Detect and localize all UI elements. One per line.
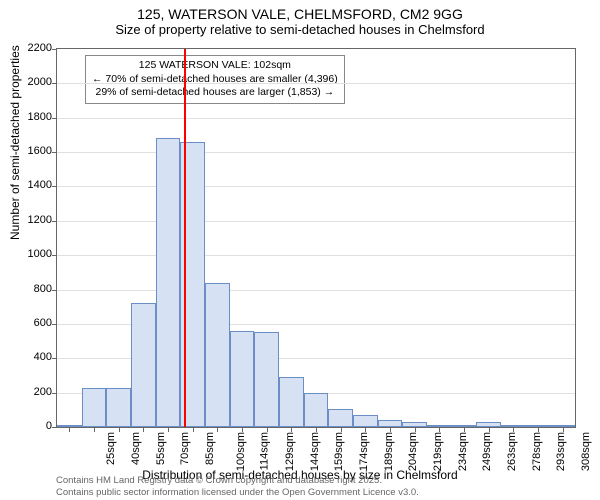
footer-attribution: Contains HM Land Registry data © Crown c… xyxy=(56,475,419,498)
xtick-label: 40sqm xyxy=(130,432,142,465)
xtick-label: 144sqm xyxy=(309,432,321,471)
gridline xyxy=(57,255,575,256)
histogram-bar xyxy=(230,331,255,427)
xtick-label: 249sqm xyxy=(481,432,493,471)
ytick-mark xyxy=(52,427,57,428)
ytick-label: 600 xyxy=(12,317,52,329)
ytick-label: 1400 xyxy=(12,179,52,191)
histogram-bar xyxy=(131,303,156,427)
xtick-mark xyxy=(119,427,120,432)
histogram-bar xyxy=(205,283,230,427)
histogram-bar xyxy=(279,377,304,427)
histogram-bar xyxy=(353,415,378,427)
xtick-mark xyxy=(69,427,70,432)
histogram-bar xyxy=(378,420,403,427)
gridline xyxy=(57,118,575,119)
ytick-label: 200 xyxy=(12,386,52,398)
gridline xyxy=(57,83,575,84)
chart-subtitle: Size of property relative to semi-detach… xyxy=(0,22,600,41)
marker-line xyxy=(184,49,186,427)
xtick-label: 219sqm xyxy=(432,432,444,471)
ytick-label: 1000 xyxy=(12,248,52,260)
xtick-label: 159sqm xyxy=(333,432,345,471)
xtick-label: 278sqm xyxy=(531,432,543,471)
xtick-label: 85sqm xyxy=(204,432,216,465)
chart-container: 125, WATERSON VALE, CHELMSFORD, CM2 9GG … xyxy=(0,0,600,500)
xtick-label: 189sqm xyxy=(383,432,395,471)
xtick-label: 174sqm xyxy=(358,432,370,471)
histogram-bar xyxy=(304,393,329,427)
xtick-mark xyxy=(168,427,169,432)
xtick-label: 308sqm xyxy=(580,432,592,471)
footer-line1: Contains HM Land Registry data © Crown c… xyxy=(56,475,419,486)
xtick-mark xyxy=(143,427,144,432)
plot-area: 125 WATERSON VALE: 102sqm ← 70% of semi-… xyxy=(56,48,576,428)
xtick-mark xyxy=(217,427,218,432)
xtick-label: 70sqm xyxy=(179,432,191,465)
histogram-bar xyxy=(254,332,279,427)
ytick-mark xyxy=(52,393,57,394)
ytick-mark xyxy=(52,290,57,291)
ytick-mark xyxy=(52,83,57,84)
xtick-mark xyxy=(193,427,194,432)
gridline xyxy=(57,186,575,187)
xtick-label: 263sqm xyxy=(506,432,518,471)
ytick-label: 0 xyxy=(12,420,52,432)
ytick-mark xyxy=(52,186,57,187)
ytick-mark xyxy=(52,152,57,153)
xtick-label: 293sqm xyxy=(555,432,567,471)
xtick-mark xyxy=(94,427,95,432)
ytick-label: 1600 xyxy=(12,145,52,157)
histogram-bar xyxy=(82,388,107,427)
ytick-mark xyxy=(52,221,57,222)
ytick-label: 400 xyxy=(12,351,52,363)
ytick-label: 1200 xyxy=(12,214,52,226)
ytick-mark xyxy=(52,49,57,50)
xtick-label: 100sqm xyxy=(235,432,247,471)
histogram-bar xyxy=(106,388,131,427)
xtick-label: 204sqm xyxy=(407,432,419,471)
xtick-label: 25sqm xyxy=(105,432,117,465)
annotation-line3: 29% of semi-detached houses are larger (… xyxy=(92,86,338,100)
histogram-bar xyxy=(156,138,181,427)
xtick-label: 114sqm xyxy=(259,432,271,470)
gridline xyxy=(57,290,575,291)
ytick-mark xyxy=(52,118,57,119)
ytick-label: 1800 xyxy=(12,111,52,123)
chart-title: 125, WATERSON VALE, CHELMSFORD, CM2 9GG xyxy=(0,0,600,22)
xtick-label: 55sqm xyxy=(155,432,167,465)
footer-line2: Contains public sector information licen… xyxy=(56,487,419,498)
ytick-mark xyxy=(52,255,57,256)
xtick-label: 234sqm xyxy=(457,432,469,471)
y-axis-label: Number of semi-detached properties xyxy=(8,45,22,240)
annotation-box: 125 WATERSON VALE: 102sqm ← 70% of semi-… xyxy=(85,55,345,104)
ytick-label: 2200 xyxy=(12,42,52,54)
annotation-line1: 125 WATERSON VALE: 102sqm xyxy=(92,59,338,73)
ytick-mark xyxy=(52,324,57,325)
ytick-label: 2000 xyxy=(12,76,52,88)
ytick-mark xyxy=(52,358,57,359)
xtick-label: 129sqm xyxy=(284,432,296,471)
gridline xyxy=(57,152,575,153)
histogram-bar xyxy=(328,409,353,427)
gridline xyxy=(57,221,575,222)
ytick-label: 800 xyxy=(12,283,52,295)
